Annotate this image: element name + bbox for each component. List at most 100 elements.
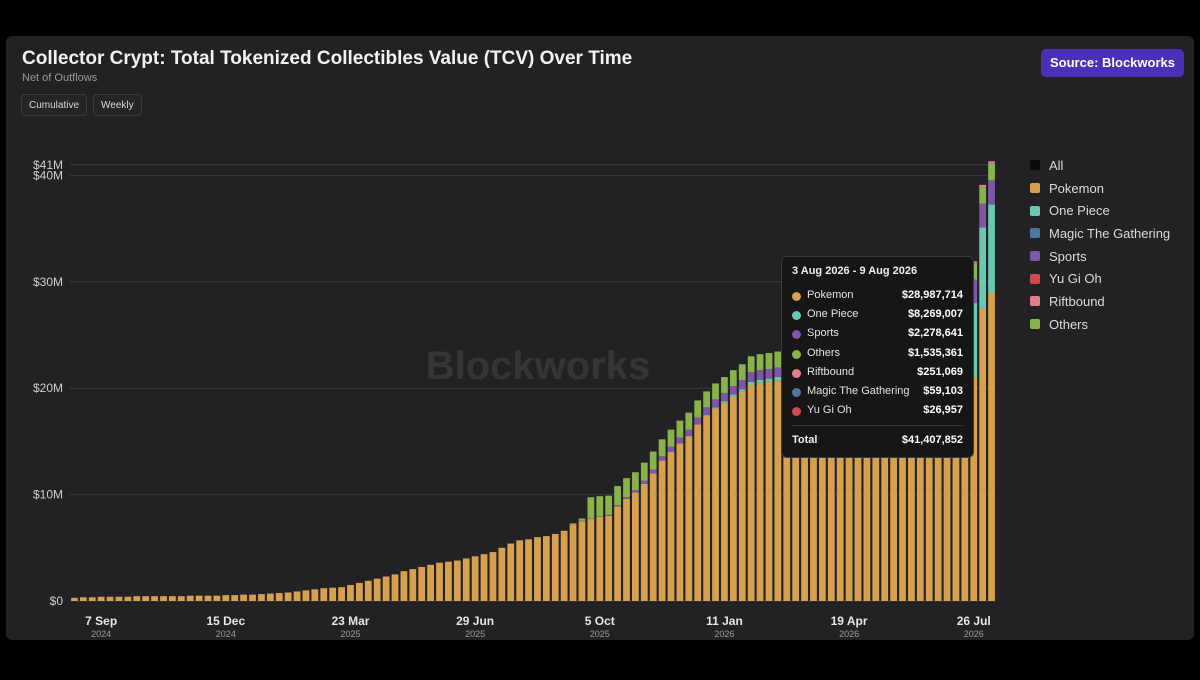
bar-segment-pokemon[interactable] — [106, 596, 114, 601]
bar-segment-pokemon[interactable] — [364, 580, 372, 601]
bar-segment-one-piece[interactable] — [721, 401, 728, 404]
bar-segment-pokemon[interactable] — [525, 539, 532, 601]
bar-segment-pokemon[interactable] — [703, 415, 711, 601]
bar-segment-pokemon[interactable] — [729, 396, 737, 601]
bar-segment-sports[interactable] — [712, 399, 719, 408]
bar-segment-others[interactable] — [667, 429, 675, 447]
bar-segment-pokemon[interactable] — [347, 585, 354, 601]
bar-segment-pokemon[interactable] — [302, 590, 310, 601]
bar-segment-pokemon[interactable] — [507, 543, 515, 601]
bar-segment-sports[interactable] — [979, 203, 987, 228]
bar-segment-pokemon[interactable] — [258, 594, 265, 601]
source-badge[interactable]: Source: Blockworks — [1041, 49, 1184, 77]
bar-segment-pokemon[interactable] — [810, 381, 817, 601]
bar-segment-pokemon[interactable] — [934, 378, 942, 601]
bar-segment-pokemon[interactable] — [988, 292, 995, 601]
bar-segment-sports[interactable] — [738, 380, 746, 390]
bar-segment-pokemon[interactable] — [124, 596, 132, 601]
bar-segment-pokemon[interactable] — [738, 391, 746, 601]
bar-segment-pokemon[interactable] — [640, 483, 648, 601]
bar-segment-pokemon[interactable] — [961, 377, 969, 601]
bar-segment-pokemon[interactable] — [79, 597, 87, 601]
bar-segment-sports[interactable] — [587, 518, 595, 520]
bar-segment-pokemon[interactable] — [827, 379, 835, 601]
bar-segment-riftbound[interactable] — [979, 184, 987, 188]
bar-segment-pokemon[interactable] — [694, 424, 702, 601]
bar-segment-sports[interactable] — [614, 505, 621, 507]
bar-segment-one-piece[interactable] — [774, 377, 782, 381]
bar-segment-pokemon[interactable] — [792, 381, 800, 601]
bar-segment-pokemon[interactable] — [863, 378, 871, 601]
bar-segment-sports[interactable] — [649, 469, 657, 474]
bar-segment-pokemon[interactable] — [632, 492, 639, 601]
bar-segment-pokemon[interactable] — [329, 587, 337, 601]
bar-segment-pokemon[interactable] — [854, 379, 862, 601]
bar-segment-pokemon[interactable] — [445, 561, 452, 601]
legend-item-one-piece[interactable]: One Piece — [1030, 199, 1170, 222]
bar-segment-pokemon[interactable] — [578, 521, 586, 601]
bar-segment-sports[interactable] — [721, 392, 728, 402]
bar-segment-pokemon[interactable] — [231, 595, 239, 601]
bar-segment-pokemon[interactable] — [222, 595, 230, 601]
bar-segment-pokemon[interactable] — [249, 594, 256, 601]
bar-segment-others[interactable] — [765, 353, 773, 370]
bar-segment-others[interactable] — [729, 370, 737, 387]
bar-segment-pokemon[interactable] — [560, 530, 568, 601]
bar-segment-pokemon[interactable] — [480, 554, 488, 601]
bar-segment-pokemon[interactable] — [890, 378, 897, 601]
bar-segment-pokemon[interactable] — [338, 587, 345, 601]
legend-item-pokemon[interactable]: Pokemon — [1030, 177, 1170, 200]
bar-segment-others[interactable] — [614, 486, 621, 506]
legend-item-magic-the-gathering[interactable]: Magic The Gathering — [1030, 222, 1170, 245]
bar-segment-one-piece[interactable] — [729, 394, 737, 397]
bar-segment-pokemon[interactable] — [151, 596, 158, 601]
bar-segment-pokemon[interactable] — [71, 597, 78, 601]
bar-segment-others[interactable] — [712, 383, 719, 400]
bar-segment-others[interactable] — [694, 400, 702, 418]
legend-item-riftbound[interactable]: Riftbound — [1030, 290, 1170, 313]
bar-segment-pokemon[interactable] — [649, 473, 657, 601]
bar-segment-pokemon[interactable] — [311, 589, 319, 601]
bar-segment-others[interactable] — [988, 163, 995, 181]
bar-segment-pokemon[interactable] — [774, 380, 782, 601]
bar-segment-pokemon[interactable] — [623, 498, 630, 601]
bar-segment-one-piece[interactable] — [756, 379, 764, 383]
bar-segment-riftbound[interactable] — [988, 161, 995, 164]
bar-segment-pokemon[interactable] — [747, 385, 755, 601]
bar-segment-pokemon[interactable] — [569, 524, 577, 601]
legend-item-all[interactable]: All — [1030, 154, 1170, 177]
bar-segment-sports[interactable] — [658, 456, 666, 461]
bar-segment-sports[interactable] — [578, 520, 586, 522]
bar-segment-sports[interactable] — [676, 437, 684, 444]
bar-segment-sports[interactable] — [632, 490, 639, 493]
bar-segment-pokemon[interactable] — [908, 379, 915, 601]
bar-segment-pokemon[interactable] — [916, 379, 924, 601]
bar-segment-pokemon[interactable] — [899, 379, 906, 601]
bar-segment-others[interactable] — [587, 497, 595, 519]
bar-segment-one-piece[interactable] — [703, 414, 711, 416]
legend-item-sports[interactable]: Sports — [1030, 245, 1170, 268]
bar-segment-pokemon[interactable] — [462, 558, 470, 601]
bar-segment-sports[interactable] — [605, 514, 613, 516]
bar-segment-pokemon[interactable] — [88, 597, 96, 601]
bar-segment-sports[interactable] — [747, 372, 755, 382]
bar-segment-sports[interactable] — [623, 497, 630, 499]
bar-segment-others[interactable] — [747, 356, 755, 373]
bar-segment-pokemon[interactable] — [551, 533, 559, 601]
bar-segment-pokemon[interactable] — [676, 443, 684, 601]
bar-segment-pokemon[interactable] — [427, 564, 434, 601]
bar-segment-pokemon[interactable] — [925, 378, 933, 601]
bar-segment-one-piece[interactable] — [988, 204, 995, 293]
bar-segment-others[interactable] — [658, 439, 666, 457]
bar-segment-others[interactable] — [569, 523, 577, 525]
bar-segment-pokemon[interactable] — [266, 593, 274, 601]
bar-segment-sports[interactable] — [596, 516, 604, 517]
bar-segment-sports[interactable] — [756, 370, 764, 380]
bar-segment-pokemon[interactable] — [605, 515, 613, 601]
bar-segment-pokemon[interactable] — [542, 536, 550, 601]
bar-segment-others[interactable] — [756, 354, 764, 371]
bar-segment-pokemon[interactable] — [355, 582, 363, 601]
bar-segment-pokemon[interactable] — [587, 519, 595, 601]
bar-segment-pokemon[interactable] — [204, 595, 212, 601]
bar-segment-pokemon[interactable] — [177, 596, 185, 601]
